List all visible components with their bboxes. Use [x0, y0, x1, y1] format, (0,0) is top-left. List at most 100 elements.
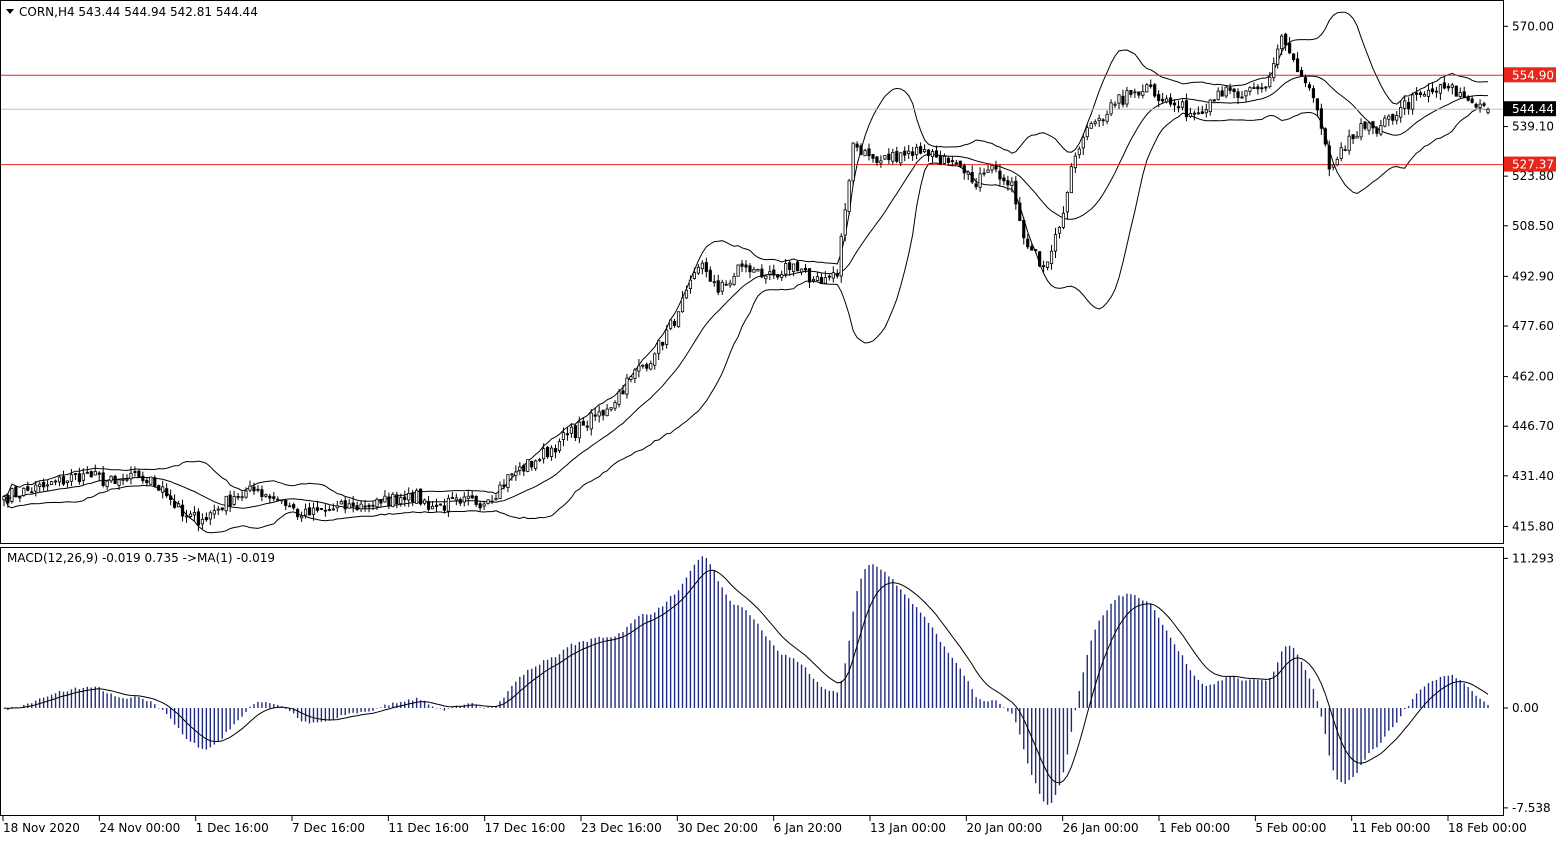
macd-histogram-bar — [745, 610, 747, 708]
candle-body — [188, 513, 193, 517]
macd-histogram-bar — [372, 708, 374, 711]
candle-body — [1101, 119, 1105, 122]
candle-body — [323, 509, 327, 512]
candle-body — [1379, 125, 1383, 135]
macd-histogram-bar — [189, 708, 192, 742]
symbol-dropdown-icon[interactable] — [6, 9, 14, 14]
candle-body — [724, 283, 728, 286]
macd-histogram-bar — [1050, 708, 1053, 803]
level-label-0: 554.90 — [1512, 68, 1554, 82]
candle-body — [617, 391, 621, 405]
candle-body — [887, 153, 891, 161]
macd-histogram-bar — [1372, 708, 1374, 750]
macd-histogram-bar — [495, 706, 497, 708]
candle-body — [204, 517, 208, 521]
candle-body — [760, 268, 764, 278]
candle-body — [756, 268, 760, 272]
macd-histogram-bar — [836, 692, 838, 708]
candle-body — [1216, 90, 1220, 100]
candle-body — [795, 261, 800, 272]
macd-histogram-bar — [1269, 677, 1271, 708]
candle-body — [1482, 103, 1486, 106]
macd-histogram-bar — [907, 598, 910, 708]
macd-histogram-bar — [1265, 680, 1267, 708]
candle-body — [1280, 35, 1284, 50]
candle-body — [351, 502, 355, 507]
candle-body — [30, 491, 34, 494]
candle-body — [367, 504, 371, 508]
candle-body — [1252, 87, 1256, 89]
macd-histogram-bar — [1237, 678, 1239, 708]
symbol-header: CORN,H4 543.44 544.94 542.81 544.44 — [19, 5, 258, 19]
macd-histogram-bar — [709, 564, 711, 708]
candle-body — [176, 503, 181, 508]
macd-histogram-bar — [1463, 683, 1465, 708]
candle-body — [1442, 82, 1446, 89]
candle-body — [1478, 103, 1482, 108]
candle-body — [454, 497, 458, 501]
candle-body — [970, 172, 974, 183]
candle-body — [470, 495, 474, 499]
candle-body — [303, 508, 308, 516]
macd-histogram-bar — [273, 704, 275, 708]
candle-body — [149, 476, 153, 485]
macd-histogram-bar — [1007, 708, 1009, 712]
candle-body — [446, 497, 450, 512]
macd-axis-label: 11.293 — [1512, 551, 1554, 565]
macd-histogram-bar — [50, 694, 53, 708]
macd-histogram-bar — [975, 697, 977, 708]
macd-histogram-bar — [844, 663, 846, 708]
macd-histogram-bar — [146, 701, 148, 708]
time-axis-label: 17 Dec 16:00 — [485, 821, 566, 835]
macd-histogram-bar — [27, 703, 29, 708]
macd-histogram-bar — [1475, 695, 1477, 708]
candle-body — [855, 143, 859, 148]
macd-histogram-bar — [110, 693, 112, 708]
candle-body — [696, 266, 700, 274]
candle-body — [978, 173, 982, 188]
macd-histogram-bar — [411, 700, 414, 708]
candle-body — [1276, 48, 1280, 65]
candle-body — [1002, 177, 1006, 182]
candle-body — [411, 492, 415, 503]
candle-body — [426, 501, 431, 510]
candle-body — [14, 486, 18, 498]
macd-histogram-bar — [915, 607, 918, 708]
candle-body — [244, 490, 248, 498]
macd-histogram-bar — [546, 659, 549, 708]
candle-body — [1411, 94, 1415, 110]
macd-histogram-bar — [693, 564, 696, 708]
macd-histogram-bar — [1403, 708, 1406, 710]
price-axis-label: 539.10 — [1512, 120, 1554, 134]
candle-body — [1042, 265, 1046, 268]
candle-body — [1168, 97, 1173, 105]
macd-histogram-bar — [46, 696, 49, 708]
candle-body — [1236, 91, 1240, 98]
macd-histogram-bar — [967, 681, 969, 708]
candle-body — [165, 488, 169, 497]
candle-body — [613, 402, 617, 409]
macd-histogram-bar — [820, 686, 823, 708]
candle-body — [252, 486, 256, 492]
candle-body — [1228, 87, 1232, 91]
candle-body — [1391, 113, 1395, 121]
candle-body — [331, 508, 335, 511]
candle-body — [625, 377, 629, 395]
candle-body — [1339, 147, 1343, 159]
candle-body — [811, 278, 816, 282]
macd-histogram-bar — [1364, 708, 1366, 760]
macd-histogram-bar — [681, 583, 684, 708]
candle-body — [950, 160, 954, 163]
macd-histogram-bar — [1249, 679, 1251, 708]
candle-body — [399, 497, 403, 505]
candle-body — [748, 265, 752, 273]
macd-panel-frame — [0, 547, 1504, 816]
time-axis-label: 6 Jan 20:00 — [774, 821, 842, 835]
macd-histogram-bar — [193, 708, 196, 743]
candle-body — [34, 484, 38, 492]
candle-body — [486, 499, 490, 504]
candle-body — [307, 507, 312, 516]
macd-histogram-bar — [1400, 708, 1402, 717]
candle-body — [1097, 117, 1101, 122]
macd-histogram-bar — [419, 700, 422, 708]
